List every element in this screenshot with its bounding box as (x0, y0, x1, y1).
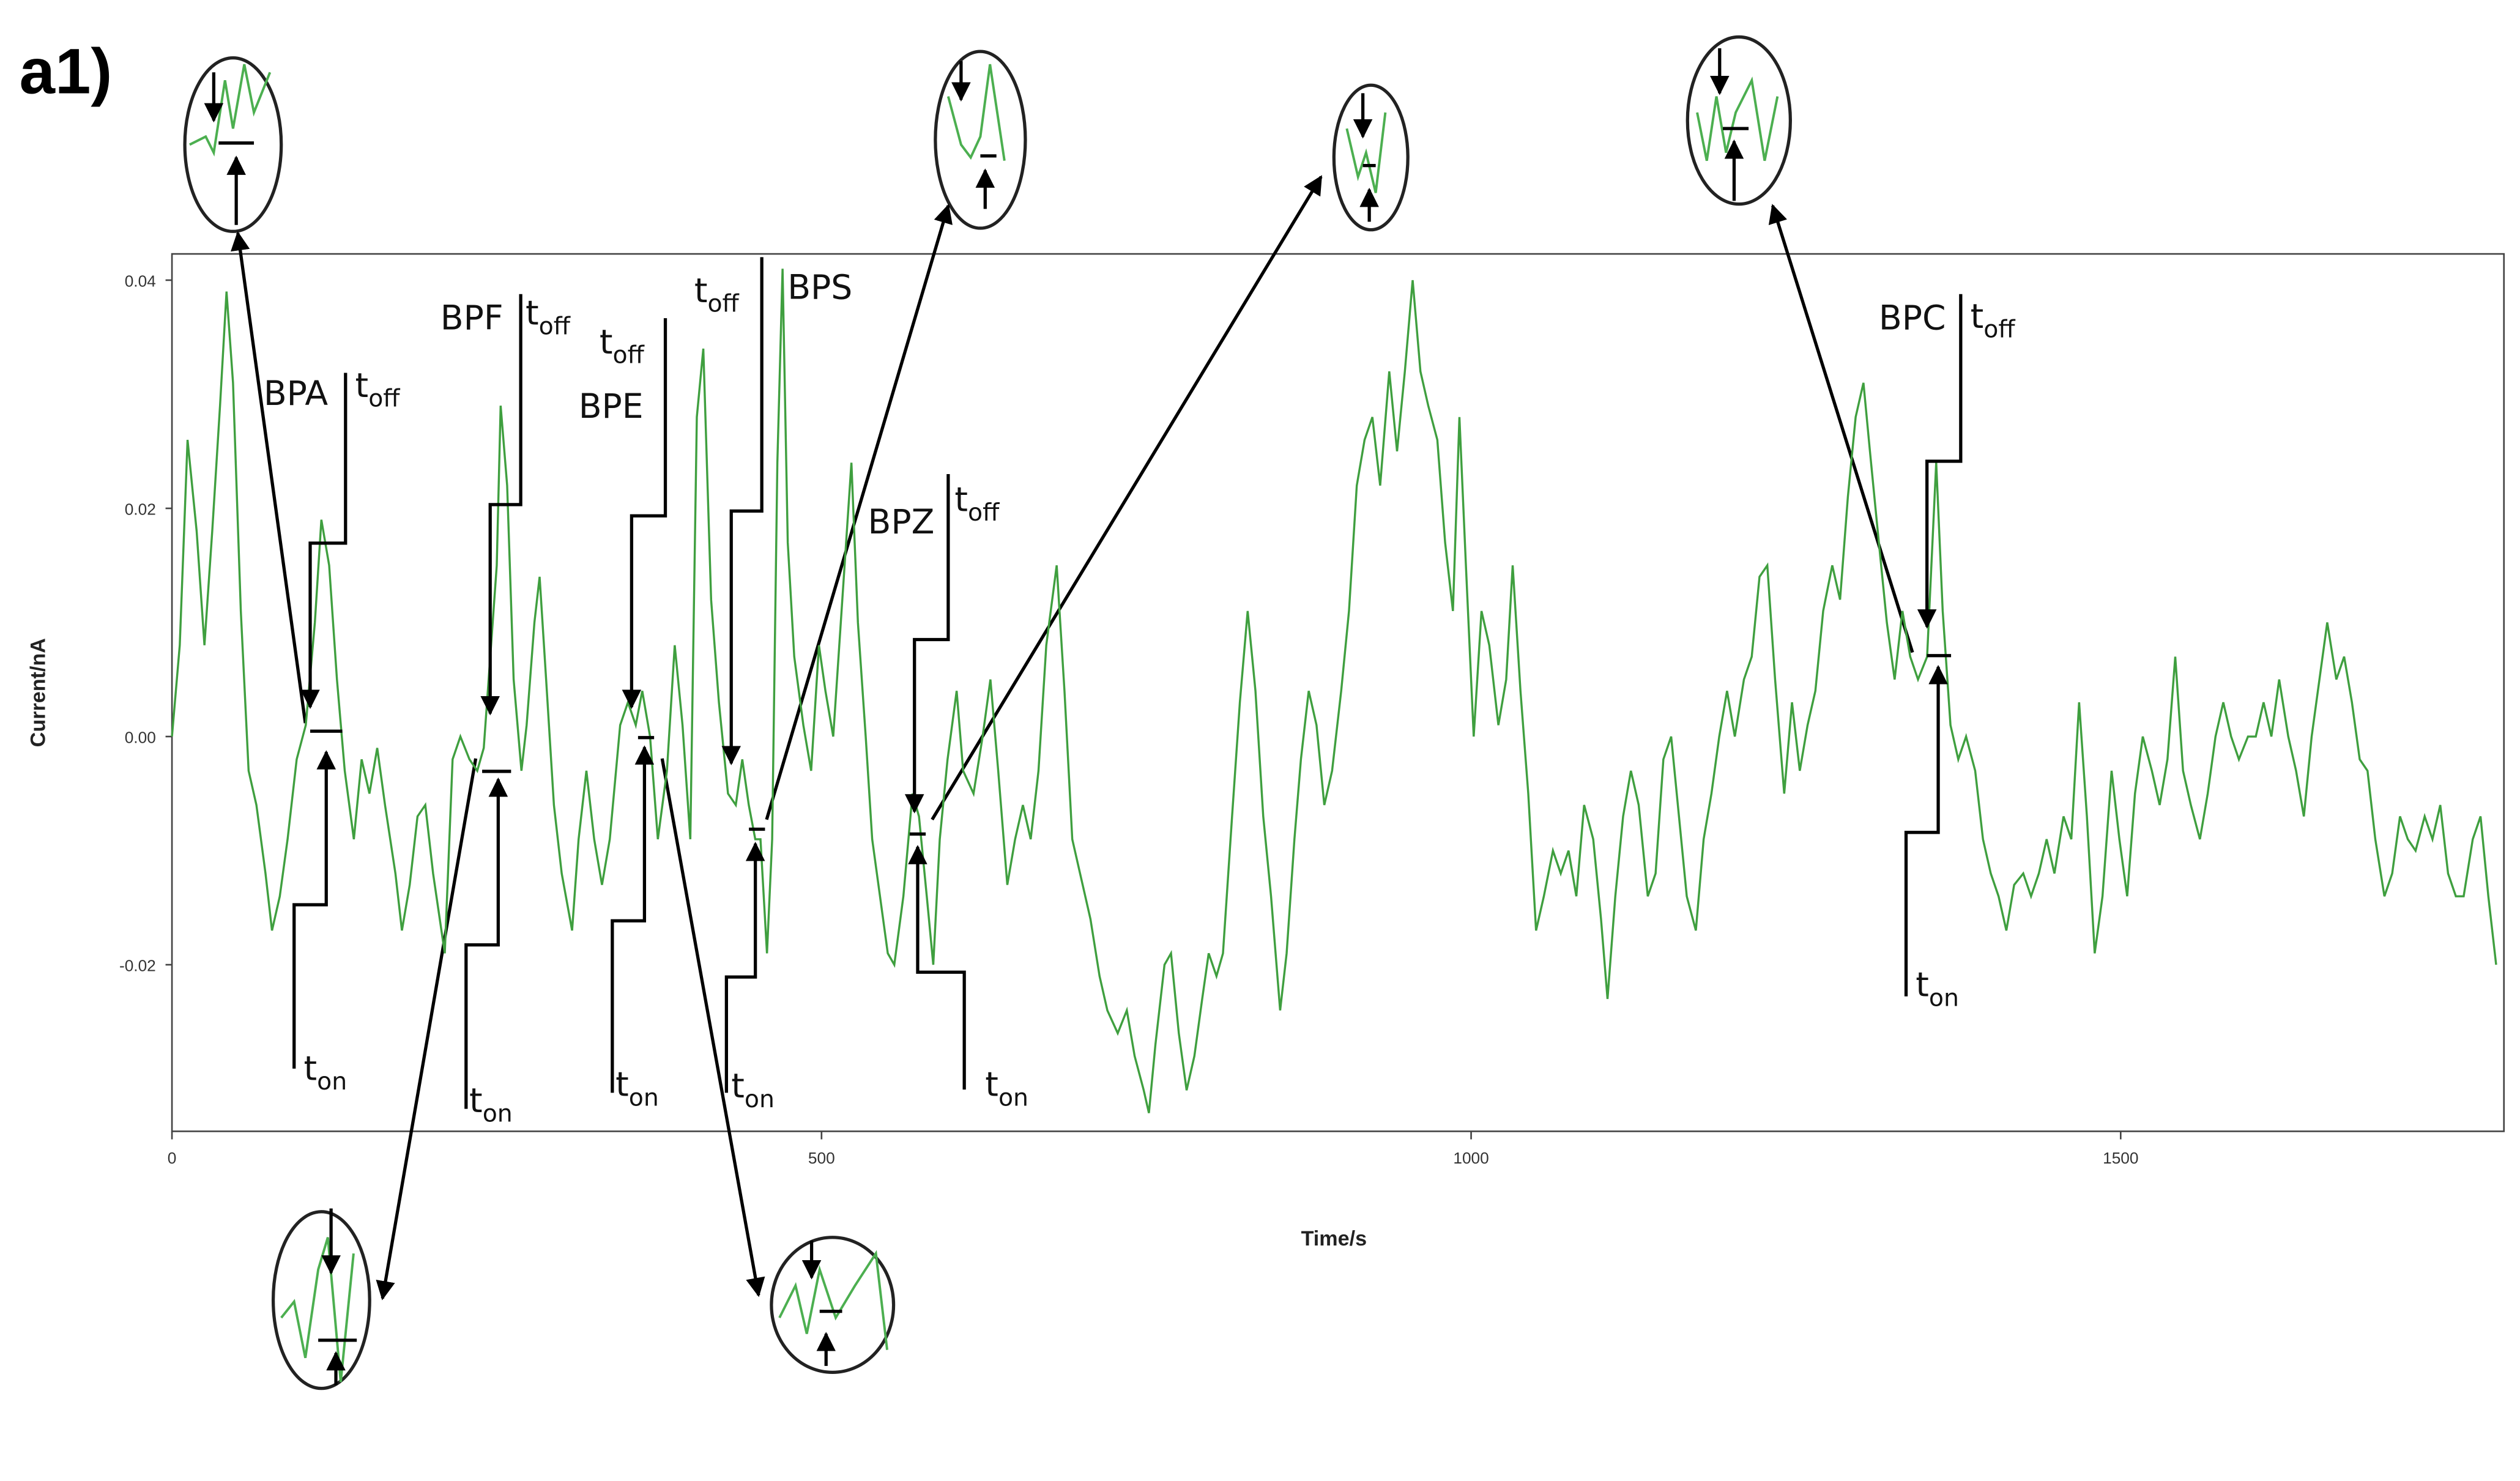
time-base: t (469, 1082, 483, 1121)
event-label: BPS (787, 269, 852, 308)
panel-label: a1) (20, 35, 113, 107)
time-label: toff (526, 294, 571, 341)
time-sub: on (629, 1083, 659, 1112)
zoom-arrow (931, 175, 1323, 821)
time-label: toff (1971, 297, 2016, 344)
time-label: ton (1916, 966, 1959, 1012)
zoom-arrow (231, 231, 307, 724)
time-sub: off (368, 385, 400, 413)
inset (1686, 35, 1793, 206)
x-tick-label: 500 (808, 1149, 835, 1167)
y-tick-label: 0.04 (125, 272, 156, 290)
time-label: toff (954, 480, 1000, 527)
off-bracket (1917, 294, 1963, 629)
plot-frame (171, 253, 2505, 1132)
on-bracket (724, 841, 765, 1093)
time-label: toff (355, 366, 401, 413)
data-line (171, 269, 2497, 1113)
off-bracket (480, 294, 522, 716)
time-sub: on (1929, 984, 1959, 1012)
time-label: ton (615, 1066, 659, 1112)
time-base: t (615, 1066, 629, 1105)
y-tick-label: 0.00 (125, 729, 156, 747)
time-label: ton (985, 1066, 1028, 1112)
time-sub: on (483, 1100, 513, 1128)
insets (183, 35, 1914, 1390)
off-bracket (300, 373, 348, 710)
time-base: t (355, 366, 369, 406)
time-base: t (1971, 297, 1984, 336)
time-base: t (985, 1066, 998, 1105)
time-base: t (731, 1067, 745, 1106)
time-sub: on (317, 1067, 347, 1096)
on-bracket (464, 777, 508, 1109)
zoom-arrow (1768, 204, 1914, 653)
x-tick-label: 0 (168, 1149, 177, 1167)
zoom-arrow (660, 758, 765, 1297)
time-sub: off (539, 312, 571, 340)
time-sub: off (1983, 316, 2015, 344)
event-label: BPA (264, 374, 329, 414)
time-base: t (694, 272, 708, 311)
y-tick-label: 0.02 (125, 500, 156, 519)
time-sub: off (707, 290, 739, 318)
event-label: BPC (1879, 299, 1946, 338)
time-base: t (526, 294, 539, 333)
x-tick-label: 1000 (1453, 1149, 1489, 1167)
time-sub: on (998, 1083, 1028, 1112)
event-label: BPZ (868, 503, 935, 542)
y-axis-label: Current/nA (27, 638, 50, 747)
off-bracket (622, 318, 667, 710)
x-axis-label: Time/s (1301, 1227, 1367, 1250)
zoom-arrow (765, 204, 953, 820)
time-label: toff (600, 323, 645, 369)
time-base: t (1916, 966, 1929, 1005)
inset (183, 56, 283, 233)
event-label: BPE (579, 387, 644, 426)
event-label: BPF (440, 299, 504, 338)
time-sub: on (745, 1085, 775, 1113)
zoom-arrow (376, 758, 478, 1301)
time-base: t (954, 480, 968, 519)
on-bracket (611, 745, 655, 1093)
time-base: t (600, 323, 613, 362)
time-label: toff (694, 272, 740, 318)
on-bracket (292, 750, 336, 1069)
time-label: ton (731, 1067, 775, 1113)
time-label: ton (303, 1049, 347, 1096)
off-bracket (904, 473, 950, 814)
time-sub: off (968, 499, 1000, 527)
x-tick-label: 1500 (2103, 1149, 2138, 1167)
time-label: ton (469, 1082, 513, 1128)
time-sub: off (612, 341, 644, 369)
inset (770, 1236, 896, 1375)
inset (1332, 83, 1410, 232)
inset (934, 50, 1027, 230)
on-bracket (908, 845, 966, 1090)
time-base: t (303, 1049, 317, 1088)
off-bracket (721, 257, 764, 765)
inset (271, 1208, 371, 1390)
y-tick-label: -0.02 (119, 957, 156, 975)
on-bracket (1904, 665, 1948, 997)
